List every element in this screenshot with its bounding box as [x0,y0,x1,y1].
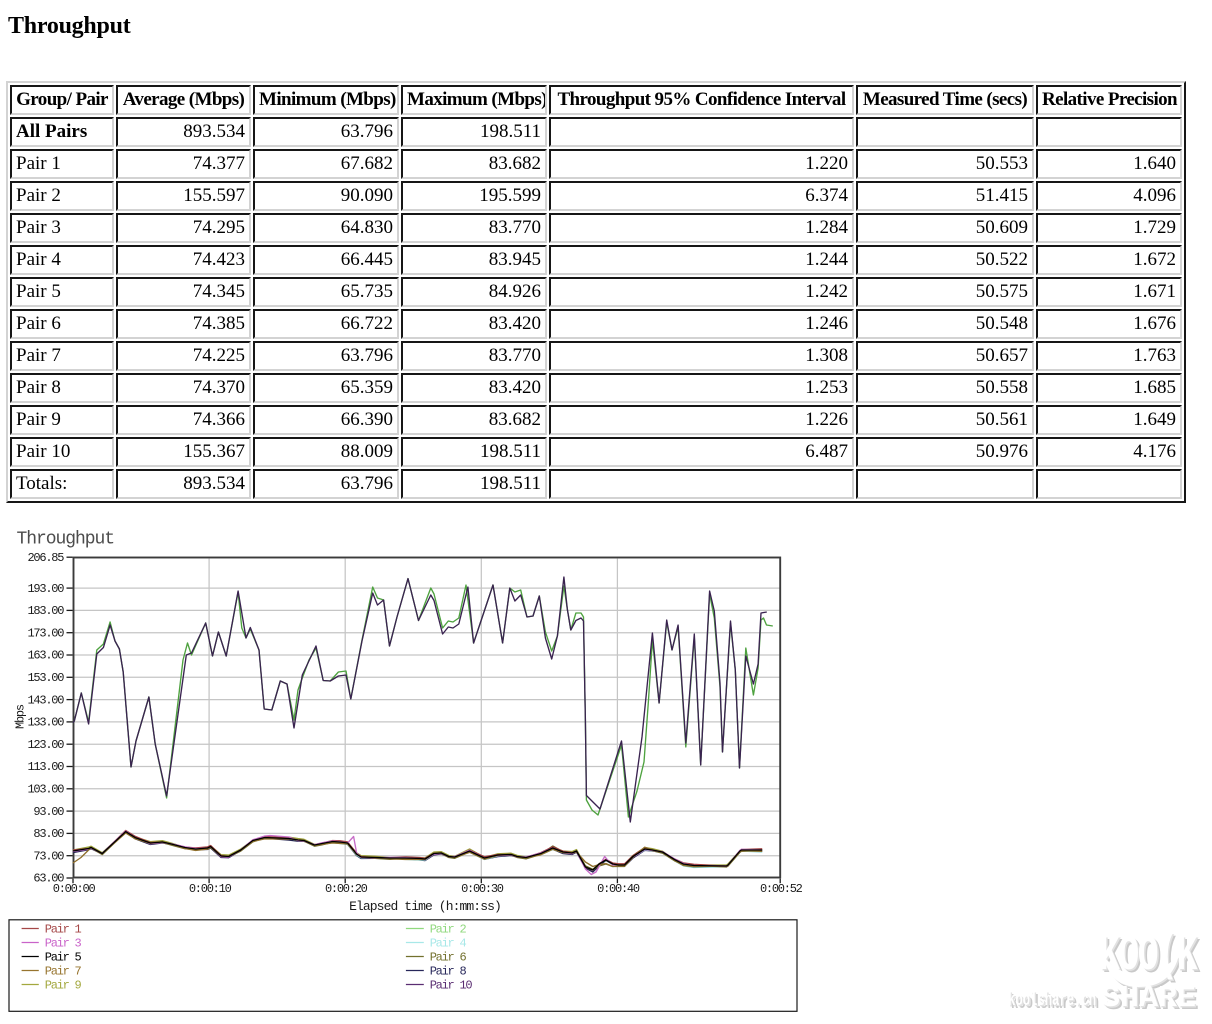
svg-text:koolshare.cn: koolshare.cn [1008,989,1096,1011]
svg-text:0:00:52: 0:00:52 [760,882,803,896]
svg-text:183.00: 183.00 [27,604,64,618]
svg-text:SHARE: SHARE [1102,982,1197,1017]
svg-text:173.00: 173.00 [27,626,64,640]
svg-text:Pair 2: Pair 2 [430,923,467,937]
svg-text:133.00: 133.00 [27,716,64,730]
svg-text:153.00: 153.00 [27,671,64,685]
svg-text:193.00: 193.00 [27,582,64,596]
svg-text:0:00:30: 0:00:30 [461,882,504,896]
svg-text:Throughput: Throughput [17,530,115,550]
svg-text:163.00: 163.00 [27,649,64,663]
svg-text:Mbps: Mbps [14,704,28,729]
svg-text:103.00: 103.00 [27,783,64,797]
svg-text:83.00: 83.00 [33,827,64,841]
svg-text:0:00:00: 0:00:00 [53,882,96,896]
svg-text:0:00:40: 0:00:40 [597,882,640,896]
svg-text:143.00: 143.00 [27,693,64,707]
svg-text:Pair 1: Pair 1 [45,923,82,937]
svg-text:SHARE: SHARE [1104,984,1199,1019]
svg-text:73.00: 73.00 [33,849,64,863]
svg-text:Pair 7: Pair 7 [45,965,82,979]
svg-text:koolshare.cn: koolshare.cn [1011,992,1099,1014]
svg-text:0:00:10: 0:00:10 [189,882,232,896]
svg-text:93.00: 93.00 [33,805,64,819]
svg-text:63.00: 63.00 [33,872,64,886]
svg-text:Pair 8: Pair 8 [430,965,467,979]
svg-text:Pair 5: Pair 5 [45,951,82,965]
svg-text:113.00: 113.00 [27,760,64,774]
svg-text:0:00:20: 0:00:20 [325,882,368,896]
svg-text:Pair 10: Pair 10 [430,979,473,993]
svg-text:Pair 6: Pair 6 [430,951,467,965]
svg-text:koolshare.cn: koolshare.cn [1009,990,1097,1012]
svg-text:SHARE: SHARE [1101,981,1196,1016]
svg-text:Elapsed time (h:mm:ss): Elapsed time (h:mm:ss) [349,899,501,914]
svg-text:Pair 3: Pair 3 [45,937,82,951]
svg-text:Pair 4: Pair 4 [430,937,467,951]
svg-text:123.00: 123.00 [27,738,64,752]
svg-text:206.85: 206.85 [27,551,64,565]
svg-text:Pair 9: Pair 9 [45,979,82,993]
